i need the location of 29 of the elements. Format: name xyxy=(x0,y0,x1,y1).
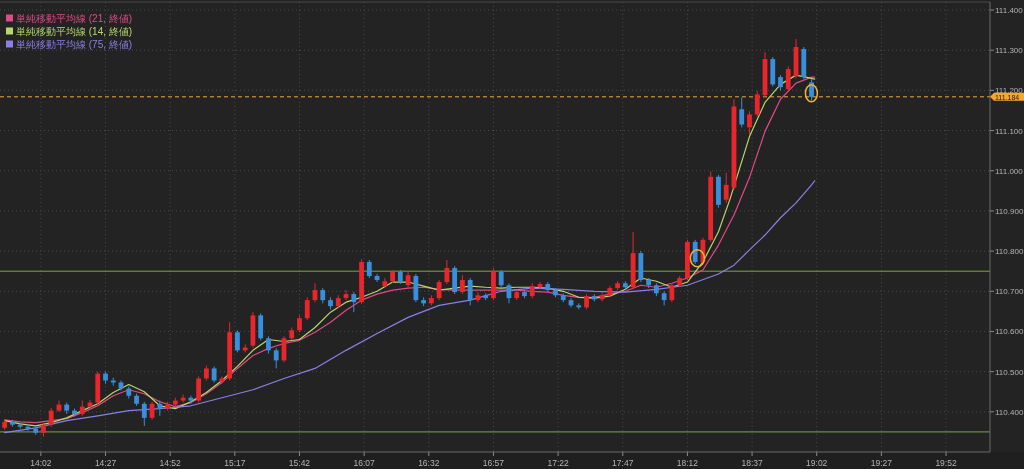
x-tick-label: 15:42 xyxy=(288,458,311,468)
y-tick-label: 110.700 xyxy=(995,286,1024,296)
legend-item: 単純移動平均線 (75, 終値) xyxy=(6,38,133,50)
y-tick-label: 111.400 xyxy=(995,5,1023,15)
x-tick-label: 19:02 xyxy=(806,458,828,468)
x-tick-label: 14:27 xyxy=(94,458,117,468)
x-tick-label: 19:52 xyxy=(935,458,957,468)
y-tick-label: 110.600 xyxy=(995,326,1024,336)
x-tick-label: 17:22 xyxy=(547,458,569,468)
x-tick-label: 16:57 xyxy=(482,458,505,468)
x-tick-label: 19:27 xyxy=(870,458,892,468)
x-tick-label: 14:52 xyxy=(159,458,181,468)
y-tick-label: 111.000 xyxy=(995,166,1023,176)
x-tick-label: 17:47 xyxy=(612,458,634,468)
x-tick-label: 16:32 xyxy=(418,458,440,468)
x-tick-label: 18:12 xyxy=(676,458,699,468)
legend-item: 単純移動平均線 (14, 終値) xyxy=(6,25,133,37)
x-tick-label: 15:17 xyxy=(224,458,246,468)
y-tick-label: 111.200 xyxy=(995,85,1023,95)
y-tick-label: 111.300 xyxy=(995,45,1023,55)
y-tick-label: 111.100 xyxy=(995,126,1023,136)
y-tick-label: 110.800 xyxy=(995,246,1024,256)
y-tick-label: 110.400 xyxy=(995,407,1024,417)
y-tick-label: 110.500 xyxy=(995,367,1024,377)
x-tick-label: 14:02 xyxy=(30,458,52,468)
y-tick-label: 110.900 xyxy=(995,206,1024,216)
x-tick-label: 16:07 xyxy=(353,458,375,468)
x-tick-label: 18:37 xyxy=(741,458,763,468)
legend-item: 単純移動平均線 (21, 終値) xyxy=(6,12,133,24)
